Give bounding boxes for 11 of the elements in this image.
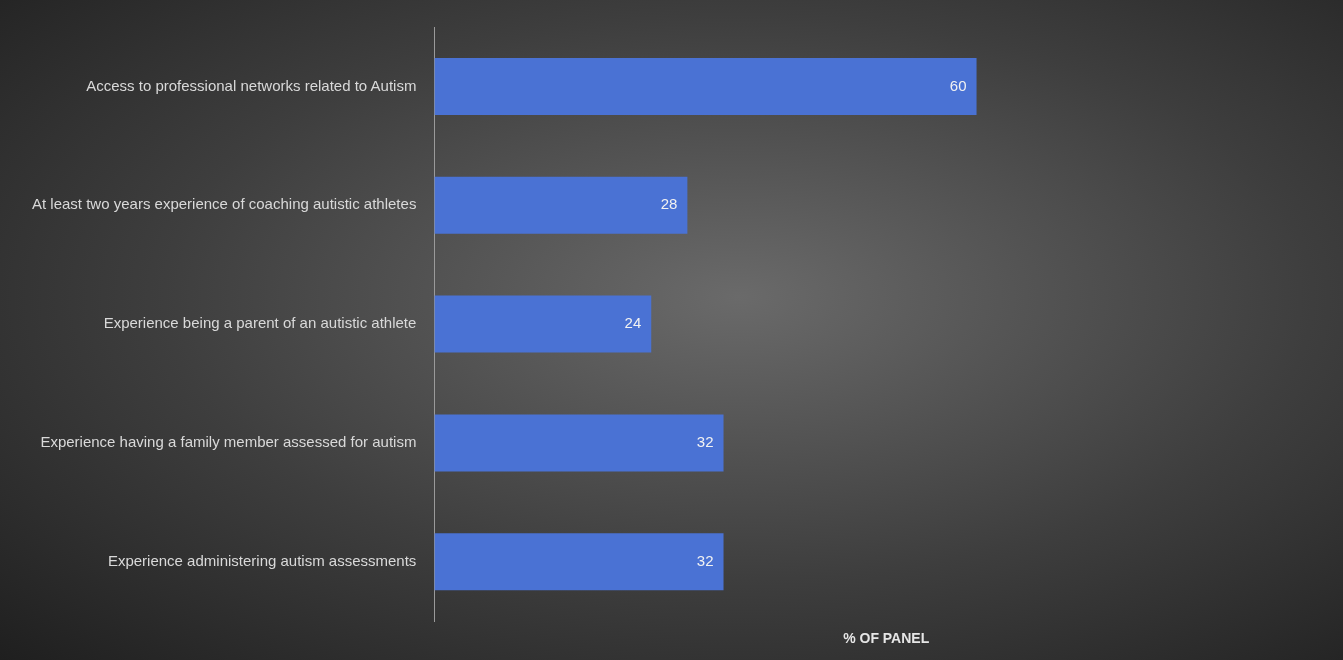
data-label: 24: [624, 314, 642, 332]
y-tick-label: Experience having a family member assessed for autism: [40, 433, 417, 451]
y-tick-label: Access to professional networks related to Autism: [86, 76, 417, 94]
data-label: 32: [696, 551, 714, 569]
y-tick-label: At least two years experience of coaching autistic athletes: [32, 195, 417, 213]
data-label: 60: [949, 76, 967, 94]
data-label: 32: [696, 433, 714, 451]
y-tick-label: Experience being a parent of an autistic athlete: [103, 314, 417, 332]
x-axis-title: % OF PANEL: [843, 630, 930, 647]
data-label: 28: [660, 195, 678, 213]
y-tick-label: Experience administering autism assessments: [107, 551, 417, 569]
